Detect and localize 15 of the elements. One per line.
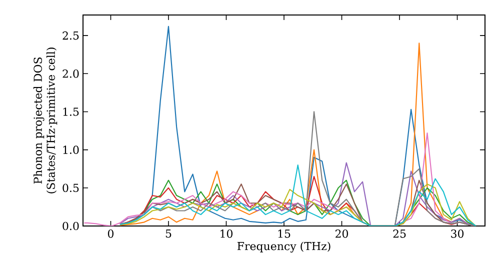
y-tick-label: 2.0: [62, 69, 79, 78]
x-tick-label: 20: [336, 230, 348, 238]
x-tick-label: 15: [278, 230, 290, 238]
x-tick-label: 25: [393, 230, 406, 238]
x-axis-title: Frequency (THz): [237, 242, 330, 253]
x-tick-label: 10: [220, 230, 232, 238]
y-tick-label: 0.5: [62, 184, 79, 192]
y-axis-title: Phonon projected DOS (States/THz·primitive cell): [33, 48, 58, 194]
x-tick-label: 5: [166, 230, 172, 238]
y-tick-label: 2.5: [62, 31, 79, 40]
x-tick-label: 0: [108, 230, 114, 238]
y-tick-label: 1.5: [63, 108, 79, 116]
x-tick-label: 30: [451, 230, 464, 238]
y-tick-label: 1.0: [63, 146, 79, 154]
y-tick-label: 0.0: [62, 222, 79, 230]
